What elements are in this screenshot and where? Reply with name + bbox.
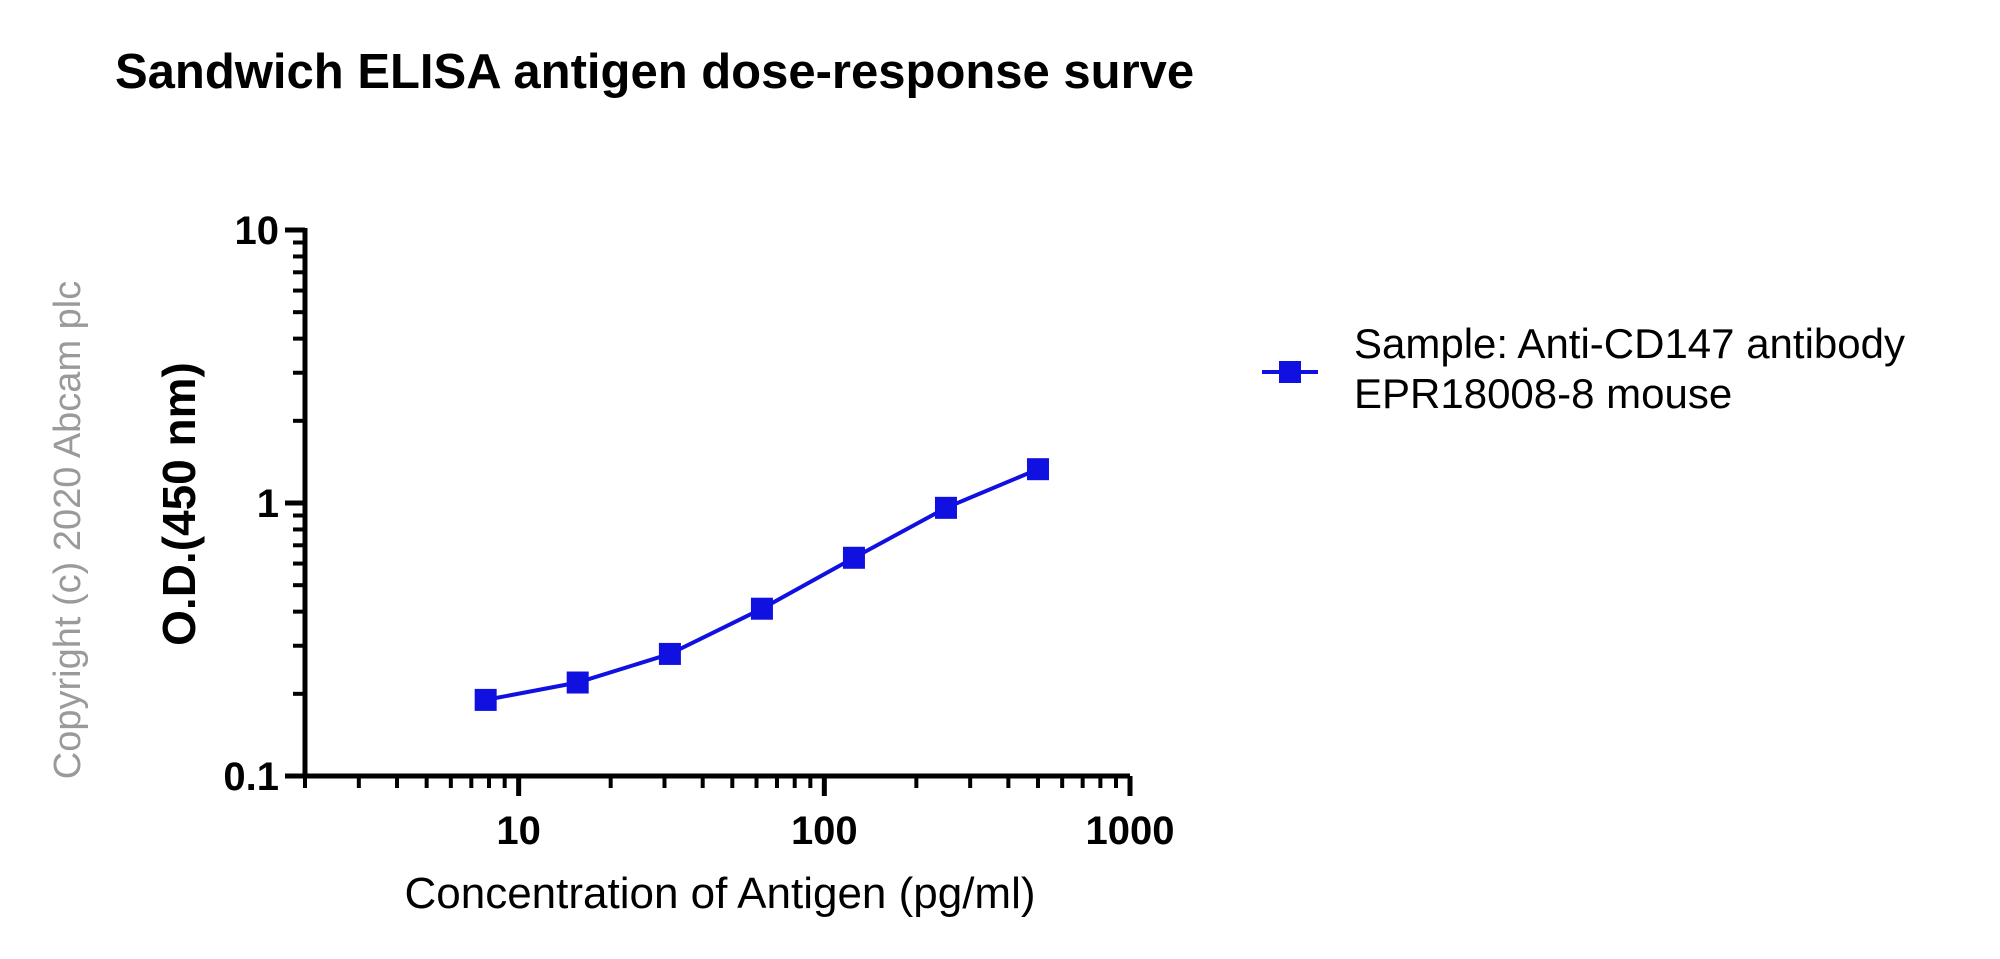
y-axis-title: O.D.(450 nm) [153,362,205,646]
y-tick-label: 1 [257,482,279,526]
legend-label-line: EPR18008-8 mouse [1354,370,1732,417]
data-point [474,688,497,711]
x-axis-title: Concentration of Antigen (pg/ml) [404,869,1035,918]
legend-marker [1279,361,1301,383]
data-point [566,671,589,694]
x-tick-label: 100 [791,809,858,853]
data-point [750,597,773,620]
x-tick-label: 10 [496,809,541,853]
chart-title: Sandwich ELISA antigen dose-response sur… [115,45,1194,99]
legend: Sample: Anti-CD147 antibody EPR18008-8 mo… [1262,320,1905,417]
data-point [934,496,957,519]
ticks [285,227,1133,796]
copyright-watermark: Copyright (c) 2020 Abcam plc [47,281,89,779]
axes [302,228,1130,779]
series-layer [474,458,1049,711]
x-tick-label: 1000 [1086,809,1175,853]
y-tick-label: 10 [235,209,280,253]
legend-label: Sample: Anti-CD147 antibody EPR18008-8 mo… [1354,320,1905,417]
data-point [1026,458,1049,481]
tick-labels: 0.1 1 10 10 100 1000 [223,209,1174,853]
data-point [658,642,681,665]
y-tick-label: 0.1 [223,755,279,799]
data-point [842,546,865,569]
legend-label-line: Sample: Anti-CD147 antibody [1354,320,1905,367]
